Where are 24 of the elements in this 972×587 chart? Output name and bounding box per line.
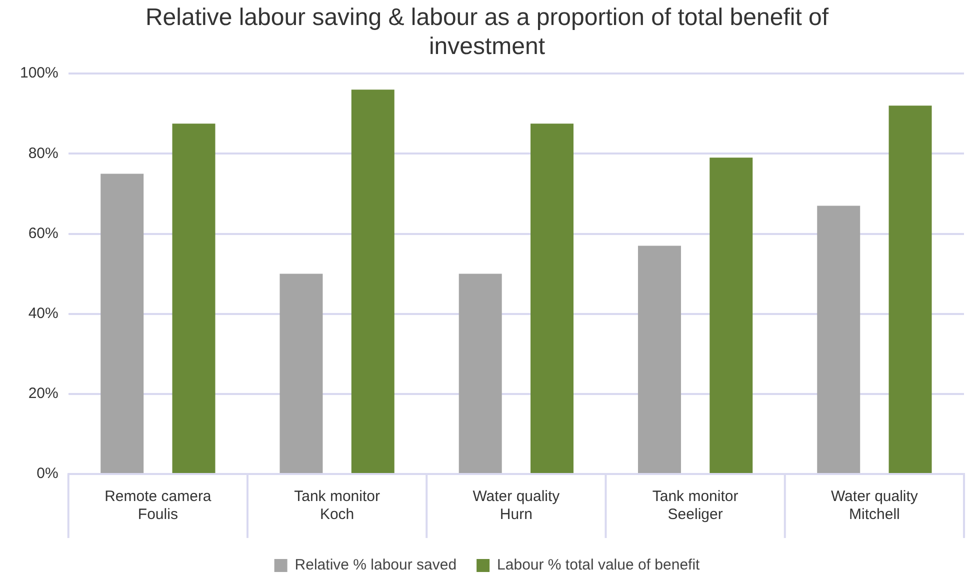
bar <box>530 124 574 473</box>
x-tick-label: Tank monitor Koch <box>294 488 380 524</box>
bar <box>280 274 323 473</box>
bar <box>172 124 216 473</box>
y-tick-label: 60% <box>28 224 58 242</box>
x-tick-label: Remote camera Foulis <box>104 488 212 524</box>
y-tick-label: 0% <box>36 465 58 482</box>
bar <box>100 174 144 473</box>
y-tick-label: 80% <box>28 144 58 162</box>
y-tick-label: 20% <box>28 385 58 402</box>
x-tick-label: Water quality Mitchell <box>830 488 918 524</box>
x-tick-label: Water quality Hurn <box>472 488 560 524</box>
y-tick-label: 100% <box>20 64 58 82</box>
x-tick-label: Tank monitor Seeliger <box>652 488 738 524</box>
bar <box>458 274 502 473</box>
bar <box>817 206 860 473</box>
bar <box>710 158 753 473</box>
legend-label: Labour % total value of benefit <box>497 556 701 574</box>
bar <box>888 106 932 473</box>
bar <box>638 246 681 473</box>
bar <box>351 90 394 473</box>
chart-title: Relative labour saving & labour as a proportion of total benefit of investment <box>145 4 829 60</box>
y-tick-label: 40% <box>28 304 58 322</box>
legend-label: Relative % labour saved <box>294 556 457 574</box>
